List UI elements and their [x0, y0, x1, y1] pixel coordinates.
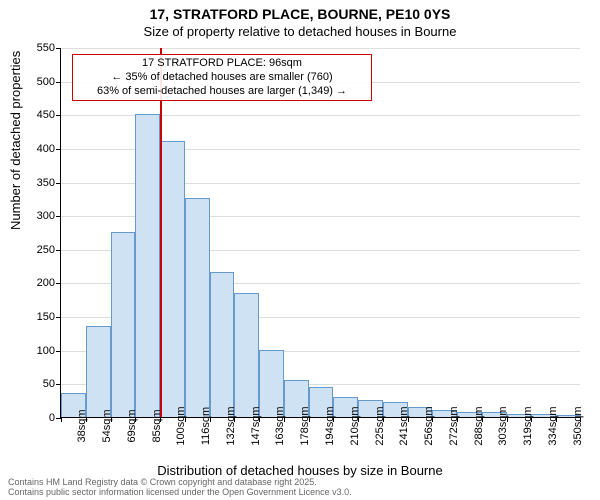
ytick-label: 50	[15, 378, 55, 390]
xtick-label: 100sqm	[175, 406, 187, 445]
ytick-label: 200	[15, 277, 55, 289]
x-axis-label: Distribution of detached houses by size …	[0, 463, 600, 478]
histogram-bar	[185, 198, 210, 417]
annotation-line1: 17 STRATFORD PLACE: 96sqm	[79, 57, 365, 71]
xtick-label: 69sqm	[126, 409, 138, 442]
annotation-box: 17 STRATFORD PLACE: 96sqm← 35% of detach…	[72, 54, 372, 101]
xtick-label: 288sqm	[473, 406, 485, 445]
xtick-label: 116sqm	[200, 407, 212, 445]
ytick-label: 300	[15, 210, 55, 222]
histogram-bar	[210, 272, 235, 417]
ytick-label: 100	[15, 345, 55, 357]
ytick-mark	[56, 384, 61, 385]
ytick-mark	[56, 216, 61, 217]
histogram-bar	[160, 141, 185, 417]
xtick-label: 178sqm	[299, 406, 311, 445]
annotation-line2: ← 35% of detached houses are smaller (76…	[79, 71, 365, 85]
ytick-mark	[56, 115, 61, 116]
xtick-label: 272sqm	[448, 406, 460, 445]
ytick-mark	[56, 82, 61, 83]
xtick-label: 303sqm	[497, 406, 509, 445]
xtick-label: 54sqm	[101, 409, 113, 442]
ytick-mark	[56, 149, 61, 150]
xtick-label: 194sqm	[324, 406, 336, 445]
xtick-label: 334sqm	[547, 406, 559, 445]
footer-line2: Contains public sector information licen…	[8, 488, 352, 498]
ytick-mark	[56, 351, 61, 352]
ytick-label: 500	[15, 76, 55, 88]
xtick-label: 147sqm	[250, 406, 262, 445]
xtick-label: 319sqm	[522, 406, 534, 445]
xtick-label: 85sqm	[151, 409, 163, 442]
ytick-label: 0	[15, 412, 55, 424]
xtick-label: 163sqm	[274, 406, 286, 445]
ytick-mark	[56, 250, 61, 251]
histogram-bar	[234, 293, 259, 417]
gridline	[61, 48, 580, 49]
xtick-label: 38sqm	[76, 409, 88, 442]
plot-area	[60, 48, 580, 418]
histogram-bar	[135, 114, 160, 417]
xtick-label: 241sqm	[398, 406, 410, 445]
histogram-bar	[111, 232, 136, 417]
chart-subtitle: Size of property relative to detached ho…	[0, 24, 600, 39]
footer-attribution: Contains HM Land Registry data © Crown c…	[8, 478, 352, 498]
xtick-label: 132sqm	[225, 406, 237, 445]
ytick-mark	[56, 48, 61, 49]
xtick-mark	[61, 417, 62, 422]
ytick-mark	[56, 183, 61, 184]
histogram-bar	[86, 326, 111, 417]
xtick-label: 225sqm	[374, 406, 386, 445]
ytick-label: 150	[15, 311, 55, 323]
ytick-mark	[56, 317, 61, 318]
ytick-label: 550	[15, 42, 55, 54]
ytick-label: 350	[15, 177, 55, 189]
xtick-label: 256sqm	[423, 406, 435, 445]
xtick-label: 210sqm	[349, 406, 361, 445]
ytick-label: 450	[15, 109, 55, 121]
ytick-label: 400	[15, 143, 55, 155]
ytick-label: 250	[15, 244, 55, 256]
xtick-label: 350sqm	[572, 406, 584, 445]
property-marker-line	[160, 48, 162, 417]
annotation-line3: 63% of semi-detached houses are larger (…	[79, 85, 365, 99]
chart-title: 17, STRATFORD PLACE, BOURNE, PE10 0YS	[0, 6, 600, 22]
ytick-mark	[56, 283, 61, 284]
